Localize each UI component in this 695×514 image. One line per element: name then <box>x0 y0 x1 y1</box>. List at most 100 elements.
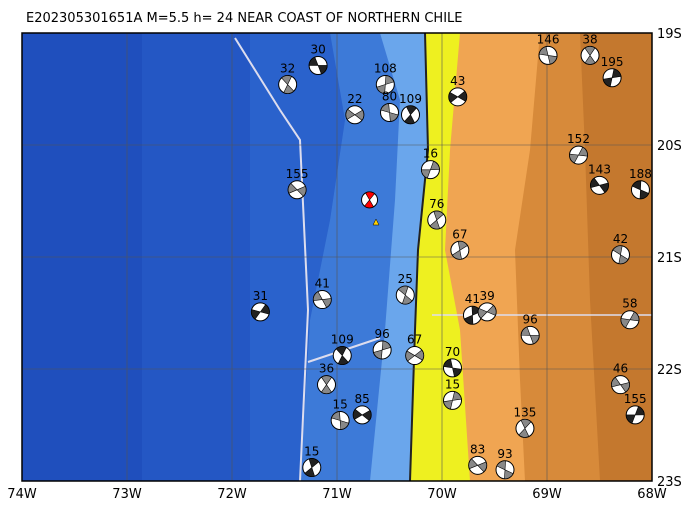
beachball-quadrant <box>331 411 350 430</box>
y-tick-label: 20S <box>657 139 682 154</box>
depth-label: 195 <box>601 55 624 69</box>
event: 96 <box>520 312 540 345</box>
y-tick-label: 22S <box>657 363 682 378</box>
event: 30 <box>308 42 328 75</box>
event: 39 <box>477 289 497 322</box>
beachball-quadrant <box>251 304 270 320</box>
beachball-quadrant <box>625 406 645 424</box>
depth-label: 36 <box>319 362 334 376</box>
x-tick-label: 71W <box>322 487 352 502</box>
x-tick-label: 69W <box>532 487 562 502</box>
depth-label: 25 <box>398 272 413 286</box>
event: 96 <box>372 327 392 360</box>
depth-label: 155 <box>286 167 309 181</box>
beachball-quadrant <box>612 245 629 265</box>
event: 83 <box>468 442 488 475</box>
beachball-quadrant <box>477 304 497 319</box>
depth-label: 43 <box>450 74 465 88</box>
depth-label: 67 <box>407 333 422 347</box>
depth-label: 67 <box>452 227 467 241</box>
epicenter-star <box>372 218 380 226</box>
depth-label: 39 <box>480 289 495 303</box>
beachball-quadrant <box>584 46 596 65</box>
beachball-quadrant <box>404 105 417 125</box>
depth-label: 108 <box>374 62 397 76</box>
beachball-quadrant <box>443 358 462 378</box>
beachball-quadrant <box>308 56 328 75</box>
depth-label: 143 <box>588 162 611 176</box>
beachball-quadrant <box>620 311 640 328</box>
event: 38 <box>580 32 600 65</box>
depth-label: 155 <box>624 392 647 406</box>
beachball-quadrant <box>373 340 392 360</box>
beachball-quadrant <box>602 68 622 87</box>
beachball-quadrant <box>335 346 349 365</box>
event: 70 <box>443 345 462 378</box>
beachball-quadrant <box>569 146 588 164</box>
depth-label: 32 <box>280 62 295 76</box>
y-tick-label: 21S <box>657 251 682 266</box>
event: 31 <box>250 289 270 322</box>
depth-label: 76 <box>429 197 444 211</box>
depth-label: 96 <box>523 312 538 326</box>
depth-label: 15 <box>333 398 348 412</box>
event: 67 <box>450 227 470 260</box>
event: 135 <box>513 405 536 438</box>
depth-label: 93 <box>497 447 512 461</box>
event: 25 <box>395 272 415 305</box>
depth-label: 58 <box>622 297 637 311</box>
beachball-quadrant <box>496 460 514 480</box>
depth-label: 70 <box>445 345 460 359</box>
x-tick-label: 68W <box>637 487 667 502</box>
x-tick-label: 70W <box>427 487 457 502</box>
beachball-quadrant <box>631 180 650 200</box>
beachball-quadrant <box>281 75 295 94</box>
event: 15 <box>302 445 322 478</box>
graticule <box>22 33 652 481</box>
event: 22 <box>345 92 365 125</box>
beachball-quadrant <box>352 408 372 421</box>
depth-label: 30 <box>310 42 325 56</box>
event: 15 <box>443 377 462 410</box>
depth-label: 46 <box>613 362 628 376</box>
depth-label: 38 <box>582 32 597 46</box>
beachball-quadrant <box>304 458 320 477</box>
depth-label: 146 <box>537 32 560 46</box>
depth-label: 22 <box>347 92 362 106</box>
beachball-quadrant <box>287 182 307 197</box>
event: 146 <box>537 32 560 65</box>
event: 42 <box>611 232 630 265</box>
event: 155 <box>286 167 309 200</box>
event: 80 <box>380 90 399 123</box>
depth-label: 96 <box>375 327 390 341</box>
depth-label: 16 <box>423 147 438 161</box>
beachball-quadrant <box>397 285 413 305</box>
beachball-quadrant <box>590 177 609 193</box>
event: 43 <box>448 74 468 107</box>
depth-label: 15 <box>304 445 319 459</box>
event: 155 <box>624 392 647 425</box>
map-title: E202305301651A M=5.5 h= 24 NEAR COAST OF… <box>26 11 463 26</box>
event: 16 <box>420 147 440 180</box>
event: 76 <box>427 197 447 230</box>
depth-label: 135 <box>513 405 536 419</box>
depth-label: 31 <box>253 289 268 303</box>
beachball-quadrant <box>421 160 440 179</box>
depth-label: 83 <box>470 442 485 456</box>
beachball-quadrant <box>380 103 399 122</box>
event: 152 <box>567 132 590 165</box>
beachball-quadrant <box>538 46 558 65</box>
depth-label: 85 <box>355 392 370 406</box>
beachball-quadrant <box>443 391 462 410</box>
event: 85 <box>352 392 372 425</box>
beachball-quadrant <box>364 191 375 209</box>
x-tick-label: 74W <box>7 487 37 502</box>
event: 109 <box>331 333 354 366</box>
frame <box>21 32 653 482</box>
beachball-quadrant <box>448 90 468 103</box>
event: 46 <box>611 362 630 395</box>
tick-labels: 74W 73W 72W 71W 70W 69W 68W 19S 20S 21S 22S 23S <box>7 27 682 502</box>
event: 67 <box>405 333 425 366</box>
depth-label: 188 <box>629 167 652 181</box>
